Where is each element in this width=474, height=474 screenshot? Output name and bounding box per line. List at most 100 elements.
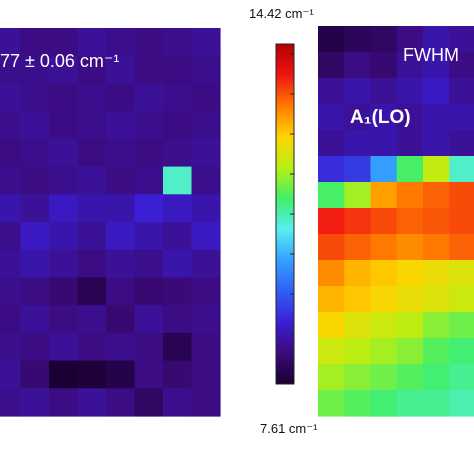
left-map-cell xyxy=(106,332,136,362)
left-map-cell xyxy=(49,166,79,195)
left-map-cell xyxy=(0,332,22,362)
left-map-cell xyxy=(20,83,50,112)
left-map-cell xyxy=(20,332,50,362)
left-map-cell xyxy=(191,194,221,223)
left-map-cell xyxy=(163,166,193,195)
left-map-cell xyxy=(134,360,164,389)
right-map-cell xyxy=(344,130,372,157)
left-map-cell xyxy=(49,83,79,112)
left-map-cell xyxy=(0,222,22,251)
left-map-cell xyxy=(0,388,22,417)
right-map-cell xyxy=(318,208,345,235)
left-map-cell xyxy=(134,138,164,168)
left-map-cell xyxy=(163,249,193,279)
right-map-cell xyxy=(370,52,398,79)
left-map-cell xyxy=(77,138,107,168)
left-map-cell xyxy=(49,111,79,140)
left-map-cell xyxy=(49,194,79,223)
right-map-cell xyxy=(344,208,372,235)
colorbar-min-label: 7.61 cm⁻¹ xyxy=(260,421,318,436)
right-map-cell xyxy=(396,104,424,131)
left-map-cell xyxy=(0,111,22,140)
left-map-cell xyxy=(0,360,22,389)
left-map-cell xyxy=(106,222,136,251)
right-map-cell xyxy=(396,364,424,391)
left-map-cell xyxy=(191,360,221,389)
right-map-cell xyxy=(396,26,424,53)
left-map-cell xyxy=(106,388,136,417)
left-map-cell xyxy=(134,28,164,57)
right-map-cell xyxy=(318,104,345,131)
right-map-cell xyxy=(318,26,345,53)
left-map-cell xyxy=(77,83,107,112)
left-map-cell xyxy=(191,388,221,417)
left-map-cell xyxy=(20,249,50,279)
right-map-cell xyxy=(318,234,345,261)
left-map-cell xyxy=(134,166,164,195)
left-map-cell xyxy=(191,277,221,306)
left-map-cell xyxy=(191,28,221,57)
right-map-cell xyxy=(396,260,424,287)
left-map-cell xyxy=(49,28,79,57)
left-map-cell xyxy=(163,138,193,168)
left-map-cell xyxy=(20,138,50,168)
right-map-cell xyxy=(449,78,474,105)
right-map-cell xyxy=(449,26,474,53)
colorbar-ticks xyxy=(290,53,294,375)
right-map-cell xyxy=(449,364,474,391)
left-map-cell xyxy=(106,166,136,195)
right-map-cell xyxy=(449,130,474,157)
right-map-cell xyxy=(396,78,424,105)
right-map-cell xyxy=(318,156,345,183)
left-map-cell xyxy=(20,360,50,389)
left-map-cell xyxy=(0,249,22,279)
right-map-cell xyxy=(370,260,398,287)
left-map-cell xyxy=(0,83,22,112)
right-map-cell xyxy=(344,338,372,365)
left-map-cell xyxy=(163,194,193,223)
left-map-cell xyxy=(191,222,221,251)
left-map-cell xyxy=(49,55,79,85)
right-map-cell xyxy=(423,52,450,79)
right-map-cell xyxy=(423,234,450,261)
left-map-cell xyxy=(0,305,22,334)
right-map-cell xyxy=(423,156,450,183)
left-map-cell xyxy=(20,388,50,417)
right-map-cell xyxy=(370,156,398,183)
left-map-cell xyxy=(106,55,136,85)
right-map-cell xyxy=(423,338,450,365)
left-map-cell xyxy=(163,28,193,57)
left-map-cell xyxy=(163,222,193,251)
left-map-cell xyxy=(20,305,50,334)
right-map-cell xyxy=(423,390,450,417)
left-map-cell xyxy=(163,111,193,140)
left-map-cell xyxy=(20,55,50,85)
left-map-cell xyxy=(20,166,50,195)
left-map-cell xyxy=(20,111,50,140)
left-map-cell xyxy=(77,305,107,334)
right-map-cell xyxy=(449,234,474,261)
right-map-cell xyxy=(344,156,372,183)
right-map-cell xyxy=(318,364,345,391)
right-map-cell xyxy=(370,182,398,209)
left-map-cell xyxy=(20,277,50,306)
right-map-cell xyxy=(344,286,372,313)
left-map-cell xyxy=(134,83,164,112)
left-map-cell xyxy=(49,388,79,417)
left-map-cell xyxy=(191,249,221,279)
right-map-cell xyxy=(423,208,450,235)
left-map-cell xyxy=(49,305,79,334)
right-map-cell xyxy=(423,78,450,105)
left-map-cell xyxy=(163,360,193,389)
right-map-cell xyxy=(344,78,372,105)
left-map-cell xyxy=(106,305,136,334)
right-map-cell xyxy=(396,208,424,235)
left-map-cell xyxy=(0,166,22,195)
right-map-cell xyxy=(318,390,345,417)
left-map-cell xyxy=(20,222,50,251)
left-map-cell xyxy=(191,55,221,85)
left-map-cell xyxy=(0,138,22,168)
left-map-cell xyxy=(49,138,79,168)
left-map-value-label: 77 ± 0.06 cm⁻¹ xyxy=(0,51,119,71)
